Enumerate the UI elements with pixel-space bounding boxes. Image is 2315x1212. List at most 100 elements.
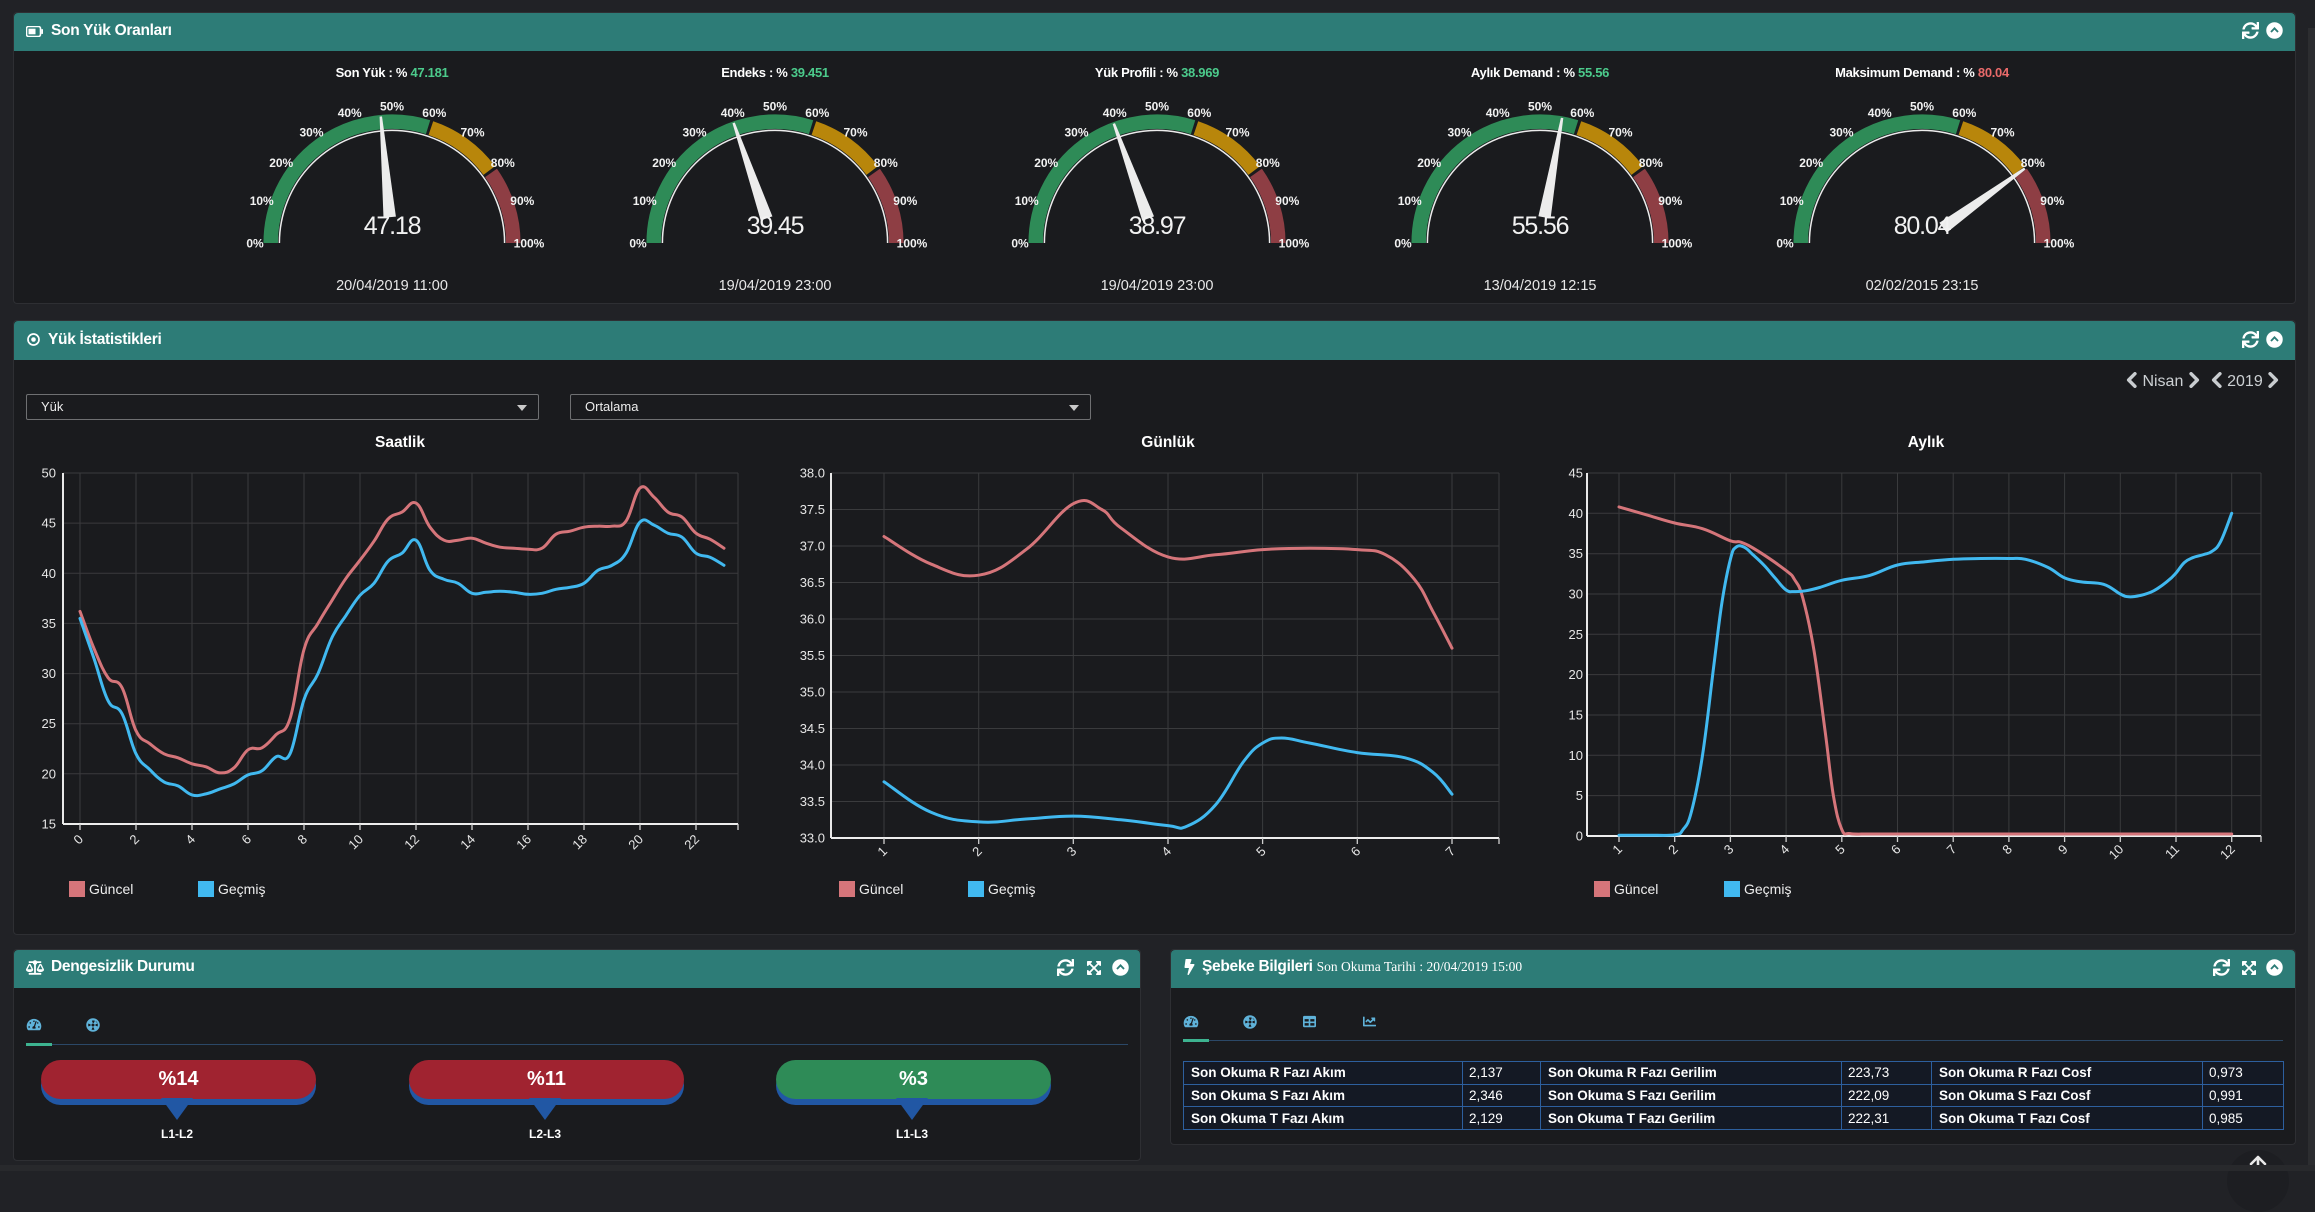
svg-text:40: 40	[1569, 506, 1583, 521]
svg-text:5: 5	[1253, 844, 1269, 860]
svg-text:Saatlik: Saatlik	[375, 434, 425, 451]
svg-text:35.0: 35.0	[800, 685, 825, 700]
svg-text:2: 2	[126, 832, 142, 848]
svg-text:20: 20	[625, 832, 646, 853]
svg-text:12: 12	[2217, 842, 2238, 863]
svg-text:37.5: 37.5	[800, 502, 825, 517]
svg-text:16: 16	[513, 832, 534, 853]
svg-text:60%: 60%	[1187, 106, 1211, 120]
svg-text:70%: 70%	[460, 126, 484, 140]
svg-text:20: 20	[1569, 667, 1583, 682]
svg-text:80%: 80%	[873, 156, 897, 170]
svg-text:6: 6	[1348, 844, 1364, 860]
svg-text:36.5: 36.5	[800, 575, 825, 590]
svg-text:40%: 40%	[1868, 106, 1892, 120]
svg-text:19/04/2019 23:00: 19/04/2019 23:00	[718, 278, 831, 294]
svg-text:39.45: 39.45	[746, 212, 803, 240]
svg-text:20: 20	[42, 766, 56, 781]
svg-text:Aylık: Aylık	[1908, 434, 1945, 451]
svg-text:Geçmiş: Geçmiş	[988, 881, 1035, 897]
svg-text:30%: 30%	[1829, 126, 1853, 140]
svg-text:12: 12	[401, 832, 422, 853]
svg-text:70%: 70%	[1990, 126, 2014, 140]
svg-text:90%: 90%	[2040, 194, 2064, 208]
svg-text:22: 22	[681, 832, 702, 853]
svg-text:25: 25	[1569, 627, 1583, 642]
svg-text:15: 15	[42, 817, 56, 832]
svg-text:10: 10	[1569, 748, 1583, 763]
svg-text:2: 2	[1665, 842, 1681, 858]
svg-text:Geçmiş: Geçmiş	[218, 881, 265, 897]
svg-text:0: 0	[1576, 829, 1583, 844]
svg-text:30%: 30%	[1447, 126, 1471, 140]
svg-text:100%: 100%	[896, 237, 927, 251]
svg-text:8: 8	[294, 832, 310, 848]
svg-text:10%: 10%	[1015, 194, 1039, 208]
svg-text:19/04/2019 23:00: 19/04/2019 23:00	[1101, 278, 1214, 294]
svg-text:35: 35	[42, 616, 56, 631]
svg-text:10: 10	[345, 832, 366, 853]
svg-text:7: 7	[1442, 844, 1458, 860]
svg-text:20%: 20%	[652, 156, 676, 170]
svg-text:Geçmiş: Geçmiş	[1744, 881, 1791, 897]
svg-text:10%: 10%	[250, 194, 274, 208]
svg-text:90%: 90%	[1658, 194, 1682, 208]
svg-text:33.0: 33.0	[800, 831, 825, 846]
svg-text:40%: 40%	[720, 106, 744, 120]
svg-text:70%: 70%	[1608, 126, 1632, 140]
svg-text:30%: 30%	[1064, 126, 1088, 140]
svg-text:0%: 0%	[1776, 237, 1794, 251]
svg-text:2: 2	[969, 844, 985, 860]
svg-text:1: 1	[874, 844, 890, 860]
svg-text:10%: 10%	[1397, 194, 1421, 208]
svg-text:90%: 90%	[510, 194, 534, 208]
svg-text:Güncel: Güncel	[89, 881, 133, 897]
svg-text:6: 6	[1888, 842, 1904, 858]
svg-text:80%: 80%	[491, 156, 515, 170]
svg-text:90%: 90%	[893, 194, 917, 208]
svg-text:4: 4	[182, 832, 198, 848]
svg-text:Güncel: Güncel	[859, 881, 903, 897]
svg-text:15: 15	[1569, 708, 1583, 723]
svg-text:60%: 60%	[805, 106, 829, 120]
svg-text:55.56: 55.56	[1511, 212, 1568, 240]
svg-text:100%: 100%	[514, 237, 545, 251]
svg-text:4: 4	[1158, 844, 1174, 860]
svg-text:0%: 0%	[1394, 237, 1412, 251]
svg-text:Son Yük : % 47.181: Son Yük : % 47.181	[336, 65, 449, 80]
svg-text:34.0: 34.0	[800, 758, 825, 773]
svg-text:30%: 30%	[299, 126, 323, 140]
svg-text:50: 50	[42, 466, 56, 481]
svg-text:45: 45	[1569, 466, 1583, 481]
svg-text:38.97: 38.97	[1129, 212, 1186, 240]
svg-text:38.0: 38.0	[800, 466, 825, 481]
svg-text:0%: 0%	[629, 237, 647, 251]
svg-text:30: 30	[42, 666, 56, 681]
svg-text:80%: 80%	[1256, 156, 1280, 170]
svg-text:4: 4	[1776, 842, 1792, 858]
svg-text:50%: 50%	[762, 100, 786, 114]
svg-text:02/02/2015 23:15: 02/02/2015 23:15	[1866, 278, 1979, 294]
svg-text:50%: 50%	[1910, 100, 1934, 114]
svg-text:6: 6	[238, 832, 254, 848]
svg-text:25: 25	[42, 716, 56, 731]
svg-text:1: 1	[1609, 842, 1625, 858]
svg-text:35.5: 35.5	[800, 648, 825, 663]
svg-text:47.18: 47.18	[364, 212, 421, 240]
svg-text:33.5: 33.5	[800, 794, 825, 809]
svg-text:Maksimum Demand : % 80.04: Maksimum Demand : % 80.04	[1835, 65, 2010, 80]
svg-text:11: 11	[2162, 842, 2182, 862]
svg-text:10%: 10%	[632, 194, 656, 208]
svg-text:60%: 60%	[422, 106, 446, 120]
svg-text:100%: 100%	[1661, 237, 1692, 251]
svg-text:100%: 100%	[2044, 237, 2075, 251]
svg-text:5: 5	[1576, 788, 1583, 803]
svg-text:Güncel: Güncel	[1614, 881, 1658, 897]
svg-text:7: 7	[1944, 842, 1960, 858]
svg-text:36.0: 36.0	[800, 612, 825, 627]
svg-text:0%: 0%	[246, 237, 264, 251]
svg-text:60%: 60%	[1570, 106, 1594, 120]
svg-text:0%: 0%	[1011, 237, 1029, 251]
svg-text:30: 30	[1569, 587, 1583, 602]
svg-text:3: 3	[1064, 844, 1080, 860]
